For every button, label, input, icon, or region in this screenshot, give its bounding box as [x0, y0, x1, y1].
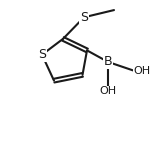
Text: S: S: [38, 48, 46, 61]
Text: OH: OH: [134, 66, 151, 76]
Text: B: B: [104, 55, 112, 68]
Text: S: S: [80, 11, 88, 24]
Text: OH: OH: [99, 86, 117, 96]
